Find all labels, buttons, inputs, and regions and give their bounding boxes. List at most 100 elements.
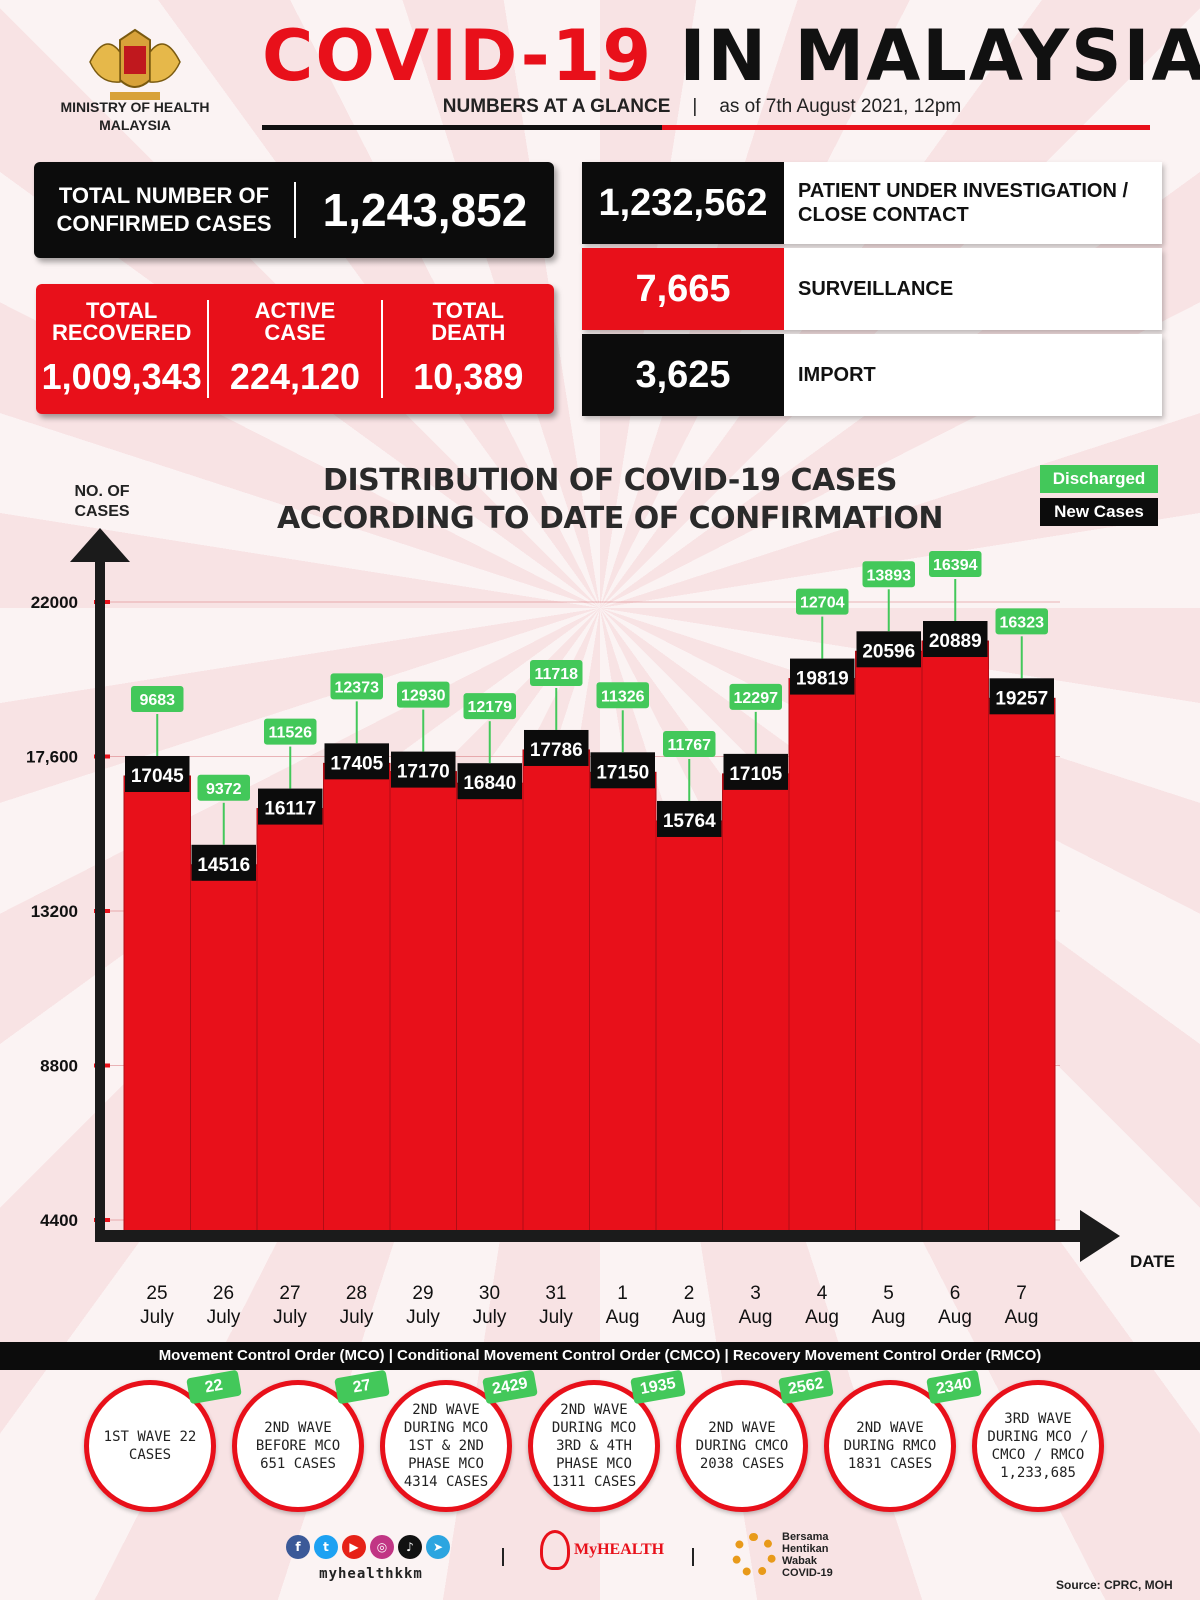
discharged-value: 16394	[933, 557, 978, 574]
bersama-text: Bersama Hentikan Wabak COVID-19	[782, 1531, 833, 1579]
bersama-line-4: COVID-19	[782, 1567, 833, 1579]
instagram-icon[interactable]: ◎	[370, 1535, 394, 1559]
new-cases-label-box	[191, 844, 256, 881]
subtitle-left: NUMBERS AT A GLANCE	[442, 96, 671, 117]
active-label-2: CASE	[264, 320, 326, 345]
y-axis-label: NO. OF CASES	[62, 482, 142, 522]
pui-label: PATIENT UNDER INVESTIGATION / CLOSE CONT…	[784, 162, 1162, 244]
mco-legend-bar: Movement Control Order (MCO) | Condition…	[0, 1342, 1200, 1370]
y-tick-label: 22000	[31, 593, 78, 612]
discharged-value: 12373	[335, 679, 380, 696]
import-label: IMPORT	[798, 364, 876, 386]
bersama-line-1: Bersama	[782, 1531, 829, 1543]
discharged-value: 11767	[667, 737, 711, 754]
active-value: 224,120	[229, 356, 361, 397]
x-tick-label: 28 July	[339, 1283, 374, 1328]
recovered-label-1: TOTAL	[86, 298, 158, 323]
discharged-label-box	[596, 682, 649, 709]
wave-circles: 1ST WAVE 22 CASES 22 2ND WAVE BEFORE MCO 6…	[84, 1369, 1124, 1512]
social-handle[interactable]: myhealthkkm	[319, 1566, 423, 1582]
new-cases-value: 14516	[197, 855, 250, 876]
discharged-value: 13893	[867, 567, 912, 584]
active-label: ACTIVE CASE	[255, 300, 336, 344]
discharged-label-box	[397, 681, 450, 708]
discharged-label-box	[530, 659, 583, 686]
new-cases-value: 16117	[264, 799, 316, 820]
death-label: TOTAL DEATH	[431, 300, 505, 344]
discharged-label-box	[131, 685, 184, 712]
discharged-value: 9683	[139, 692, 175, 709]
discharged-value: 12179	[468, 699, 513, 716]
surveillance-value: 7,665	[582, 248, 784, 330]
x-tick-label: 25 July	[140, 1283, 174, 1328]
confirmed-cases-box: TOTAL NUMBER OF CONFIRMED CASES 1,243,85…	[34, 162, 554, 258]
y-tick-label: 17,600	[26, 748, 78, 767]
x-tick-label: 1 Aug	[605, 1283, 640, 1328]
discharged-value: 11326	[601, 688, 645, 705]
pui-label-1: PATIENT UNDER INVESTIGATION /	[798, 180, 1129, 202]
divider-black	[262, 125, 662, 130]
subtitle-date: as of 7th August 2021, 12pm	[719, 96, 962, 117]
discharged-label-box	[197, 774, 250, 801]
active-label-1: ACTIVE	[254, 298, 336, 323]
discharged-value: 16323	[1000, 614, 1045, 631]
new-cases-value: 16840	[463, 773, 516, 794]
discharged-label-box	[330, 673, 383, 700]
x-tick-label: 29 July	[406, 1283, 440, 1328]
discharged-label-box	[463, 693, 516, 720]
x-tick-label: 30 July	[472, 1283, 507, 1328]
legend-new-cases: New Cases	[1040, 498, 1158, 526]
myhealth-figure-icon	[540, 1530, 570, 1570]
discharged-value: 12930	[401, 688, 446, 705]
new-cases-value: 17150	[596, 762, 649, 783]
facebook-icon[interactable]: f	[286, 1535, 310, 1559]
confirmed-label-2: CONFIRMED CASES	[56, 211, 272, 236]
x-tick-label: 3 Aug	[738, 1283, 773, 1328]
footer-separator	[692, 1548, 694, 1566]
telegram-icon[interactable]: ➤	[426, 1535, 450, 1559]
bar	[722, 773, 790, 1233]
chart-title: DISTRIBUTION OF COVID-19 CASES ACCORDING…	[220, 462, 1000, 538]
ministry-line-1: MINISTRY OF HEALTH	[60, 99, 210, 115]
bar	[456, 782, 524, 1233]
subtitle: NUMBERS AT A GLANCE | as of 7th August 2…	[262, 94, 1142, 120]
new-cases-value: 17045	[131, 766, 184, 787]
tiktok-icon[interactable]: ♪	[398, 1535, 422, 1559]
new-cases-label-box	[989, 678, 1054, 715]
discharged-label-box	[995, 608, 1048, 635]
y-tick-label: 8800	[40, 1057, 78, 1076]
surveillance-label: SURVEILLANCE	[798, 278, 954, 300]
pui-value: 1,232,562	[582, 162, 784, 244]
bar	[123, 775, 191, 1233]
y-axis-label-1: NO. OF	[74, 483, 130, 500]
pui-label-2: CLOSE CONTACT	[798, 204, 969, 226]
x-axis	[95, 1230, 1085, 1242]
bar	[655, 820, 723, 1233]
legend-discharged: Discharged	[1040, 465, 1158, 493]
x-tick-label: 31 July	[539, 1283, 573, 1328]
bar	[389, 771, 457, 1233]
crest-icon	[89, 28, 181, 100]
new-cases-label-box	[856, 631, 921, 668]
x-axis-arrow	[1080, 1210, 1120, 1262]
recovered-label-2: RECOVERED	[51, 320, 192, 345]
death-label-1: TOTAL	[432, 298, 504, 323]
youtube-icon[interactable]: ▶	[342, 1535, 366, 1559]
new-cases-label-box	[923, 621, 988, 658]
new-cases-value: 17105	[729, 764, 782, 785]
discharged-label-box	[729, 683, 782, 710]
bar	[323, 762, 391, 1233]
wave-circle: 2ND WAVE DURING MCO 1ST & 2ND PHASE MCO …	[380, 1380, 512, 1512]
twitter-icon[interactable]: t	[314, 1535, 338, 1559]
bar	[522, 749, 590, 1233]
x-tick-labels: 25 July 26 July 27 July 28 July 29 July 30 July 31 Ju…	[0, 1282, 1200, 1338]
y-tick-label: 4400	[40, 1211, 78, 1230]
confirmed-label-1: TOTAL NUMBER OF	[58, 183, 270, 208]
wave-circle: 3RD WAVE DURING MCO / CMCO / RMCO 1,233,…	[972, 1380, 1104, 1512]
new-cases-label-box	[324, 743, 389, 780]
bar	[256, 808, 324, 1233]
discharged-value: 9372	[206, 781, 242, 798]
new-cases-label-box	[524, 729, 589, 766]
active-cell: ACTIVE CASE 224,120	[207, 300, 380, 398]
subtitle-separator: |	[692, 96, 698, 117]
